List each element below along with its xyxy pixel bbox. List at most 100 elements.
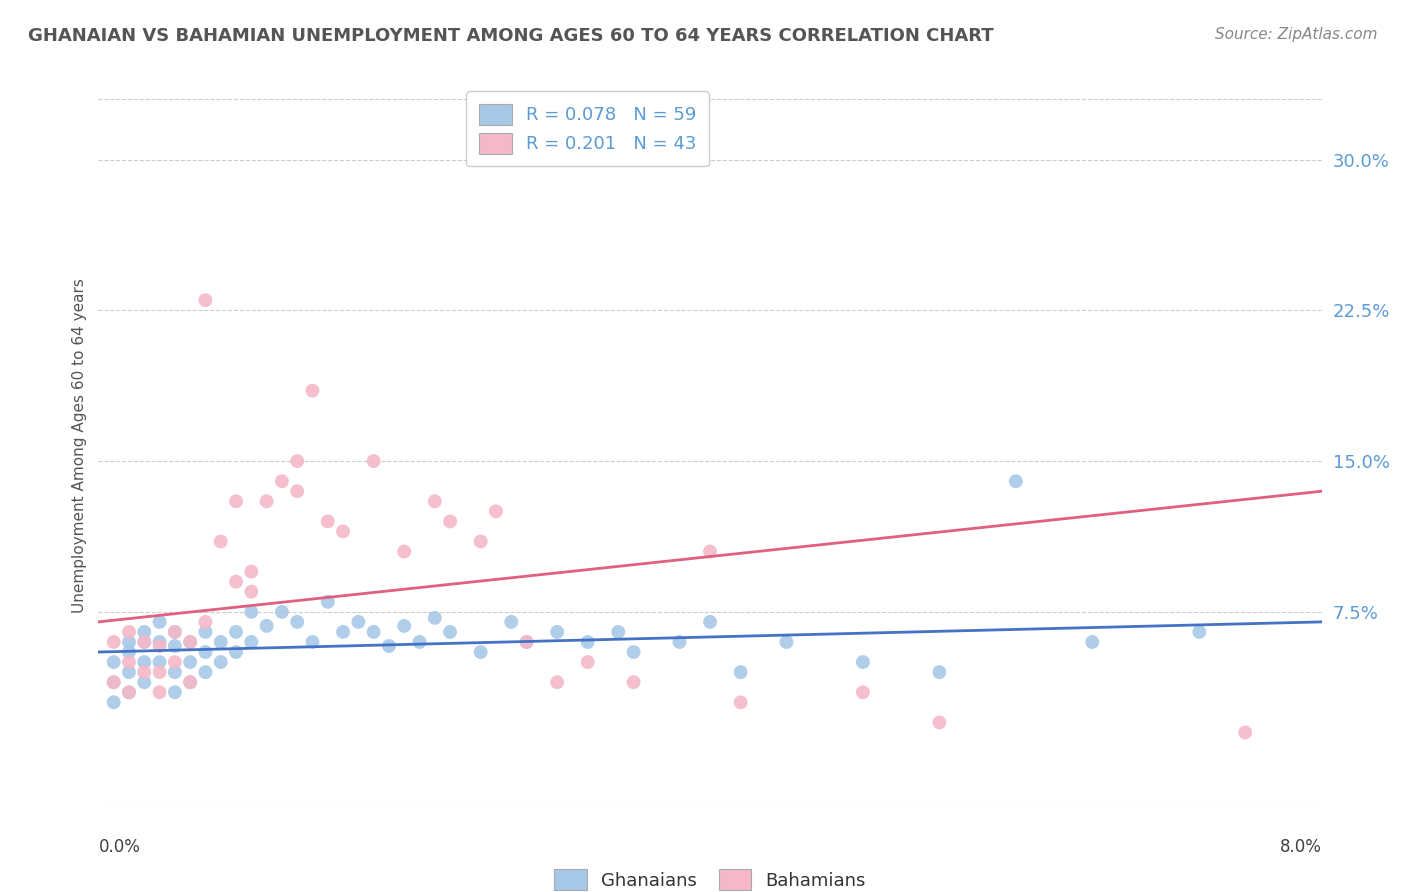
Point — [439, 515, 461, 529]
Point — [347, 615, 370, 629]
Point — [225, 574, 247, 589]
Point — [316, 595, 339, 609]
Point — [852, 655, 875, 669]
Point — [730, 665, 752, 680]
Point — [194, 624, 217, 639]
Point — [194, 615, 217, 629]
Point — [103, 655, 125, 669]
Point — [118, 685, 141, 699]
Point — [209, 534, 232, 549]
Point — [103, 695, 125, 709]
Point — [225, 494, 247, 508]
Point — [668, 635, 690, 649]
Point — [576, 655, 599, 669]
Point — [699, 544, 721, 558]
Point — [163, 624, 186, 639]
Point — [285, 484, 308, 499]
Point — [256, 494, 278, 508]
Point — [118, 665, 141, 680]
Point — [103, 675, 125, 690]
Point — [285, 454, 308, 468]
Point — [118, 685, 141, 699]
Point — [149, 615, 172, 629]
Point — [163, 685, 186, 699]
Point — [134, 655, 156, 669]
Point — [699, 615, 721, 629]
Point — [378, 639, 401, 653]
Point — [179, 655, 201, 669]
Point — [103, 635, 125, 649]
Point — [118, 655, 141, 669]
Text: 0.0%: 0.0% — [98, 838, 141, 856]
Point — [928, 665, 950, 680]
Point — [225, 645, 247, 659]
Point — [301, 384, 323, 398]
Point — [392, 544, 416, 558]
Point — [179, 635, 201, 649]
Point — [194, 293, 217, 308]
Point — [408, 635, 430, 649]
Point — [546, 675, 568, 690]
Point — [194, 645, 217, 659]
Point — [1234, 725, 1257, 739]
Point — [163, 624, 186, 639]
Point — [546, 624, 568, 639]
Point — [470, 534, 492, 549]
Point — [607, 624, 630, 639]
Point — [240, 605, 263, 619]
Point — [240, 584, 263, 599]
Point — [194, 665, 217, 680]
Point — [149, 685, 172, 699]
Point — [118, 645, 141, 659]
Point — [225, 624, 247, 639]
Point — [1004, 474, 1026, 488]
Point — [439, 624, 461, 639]
Point — [149, 655, 172, 669]
Legend: Ghanaians, Bahamians: Ghanaians, Bahamians — [543, 858, 877, 892]
Text: Source: ZipAtlas.com: Source: ZipAtlas.com — [1215, 27, 1378, 42]
Point — [163, 655, 186, 669]
Point — [118, 635, 141, 649]
Point — [363, 454, 385, 468]
Point — [516, 635, 538, 649]
Point — [623, 645, 645, 659]
Point — [1188, 624, 1211, 639]
Point — [163, 665, 186, 680]
Point — [316, 515, 339, 529]
Point — [485, 504, 508, 518]
Point — [392, 619, 416, 633]
Point — [270, 474, 294, 488]
Point — [134, 624, 156, 639]
Point — [285, 615, 308, 629]
Point — [149, 665, 172, 680]
Point — [179, 675, 201, 690]
Point — [470, 645, 492, 659]
Point — [134, 635, 156, 649]
Point — [179, 635, 201, 649]
Point — [730, 695, 752, 709]
Point — [576, 635, 599, 649]
Point — [301, 635, 323, 649]
Point — [270, 605, 294, 619]
Point — [332, 524, 354, 539]
Point — [149, 639, 172, 653]
Point — [423, 494, 446, 508]
Point — [332, 624, 354, 639]
Point — [852, 685, 875, 699]
Point — [363, 624, 385, 639]
Point — [209, 655, 232, 669]
Point — [118, 624, 141, 639]
Point — [775, 635, 797, 649]
Point — [240, 635, 263, 649]
Point — [501, 615, 523, 629]
Point — [134, 635, 156, 649]
Point — [240, 565, 263, 579]
Point — [516, 635, 538, 649]
Point — [179, 675, 201, 690]
Text: 8.0%: 8.0% — [1279, 838, 1322, 856]
Point — [623, 675, 645, 690]
Point — [134, 675, 156, 690]
Point — [256, 619, 278, 633]
Text: GHANAIAN VS BAHAMIAN UNEMPLOYMENT AMONG AGES 60 TO 64 YEARS CORRELATION CHART: GHANAIAN VS BAHAMIAN UNEMPLOYMENT AMONG … — [28, 27, 994, 45]
Point — [149, 635, 172, 649]
